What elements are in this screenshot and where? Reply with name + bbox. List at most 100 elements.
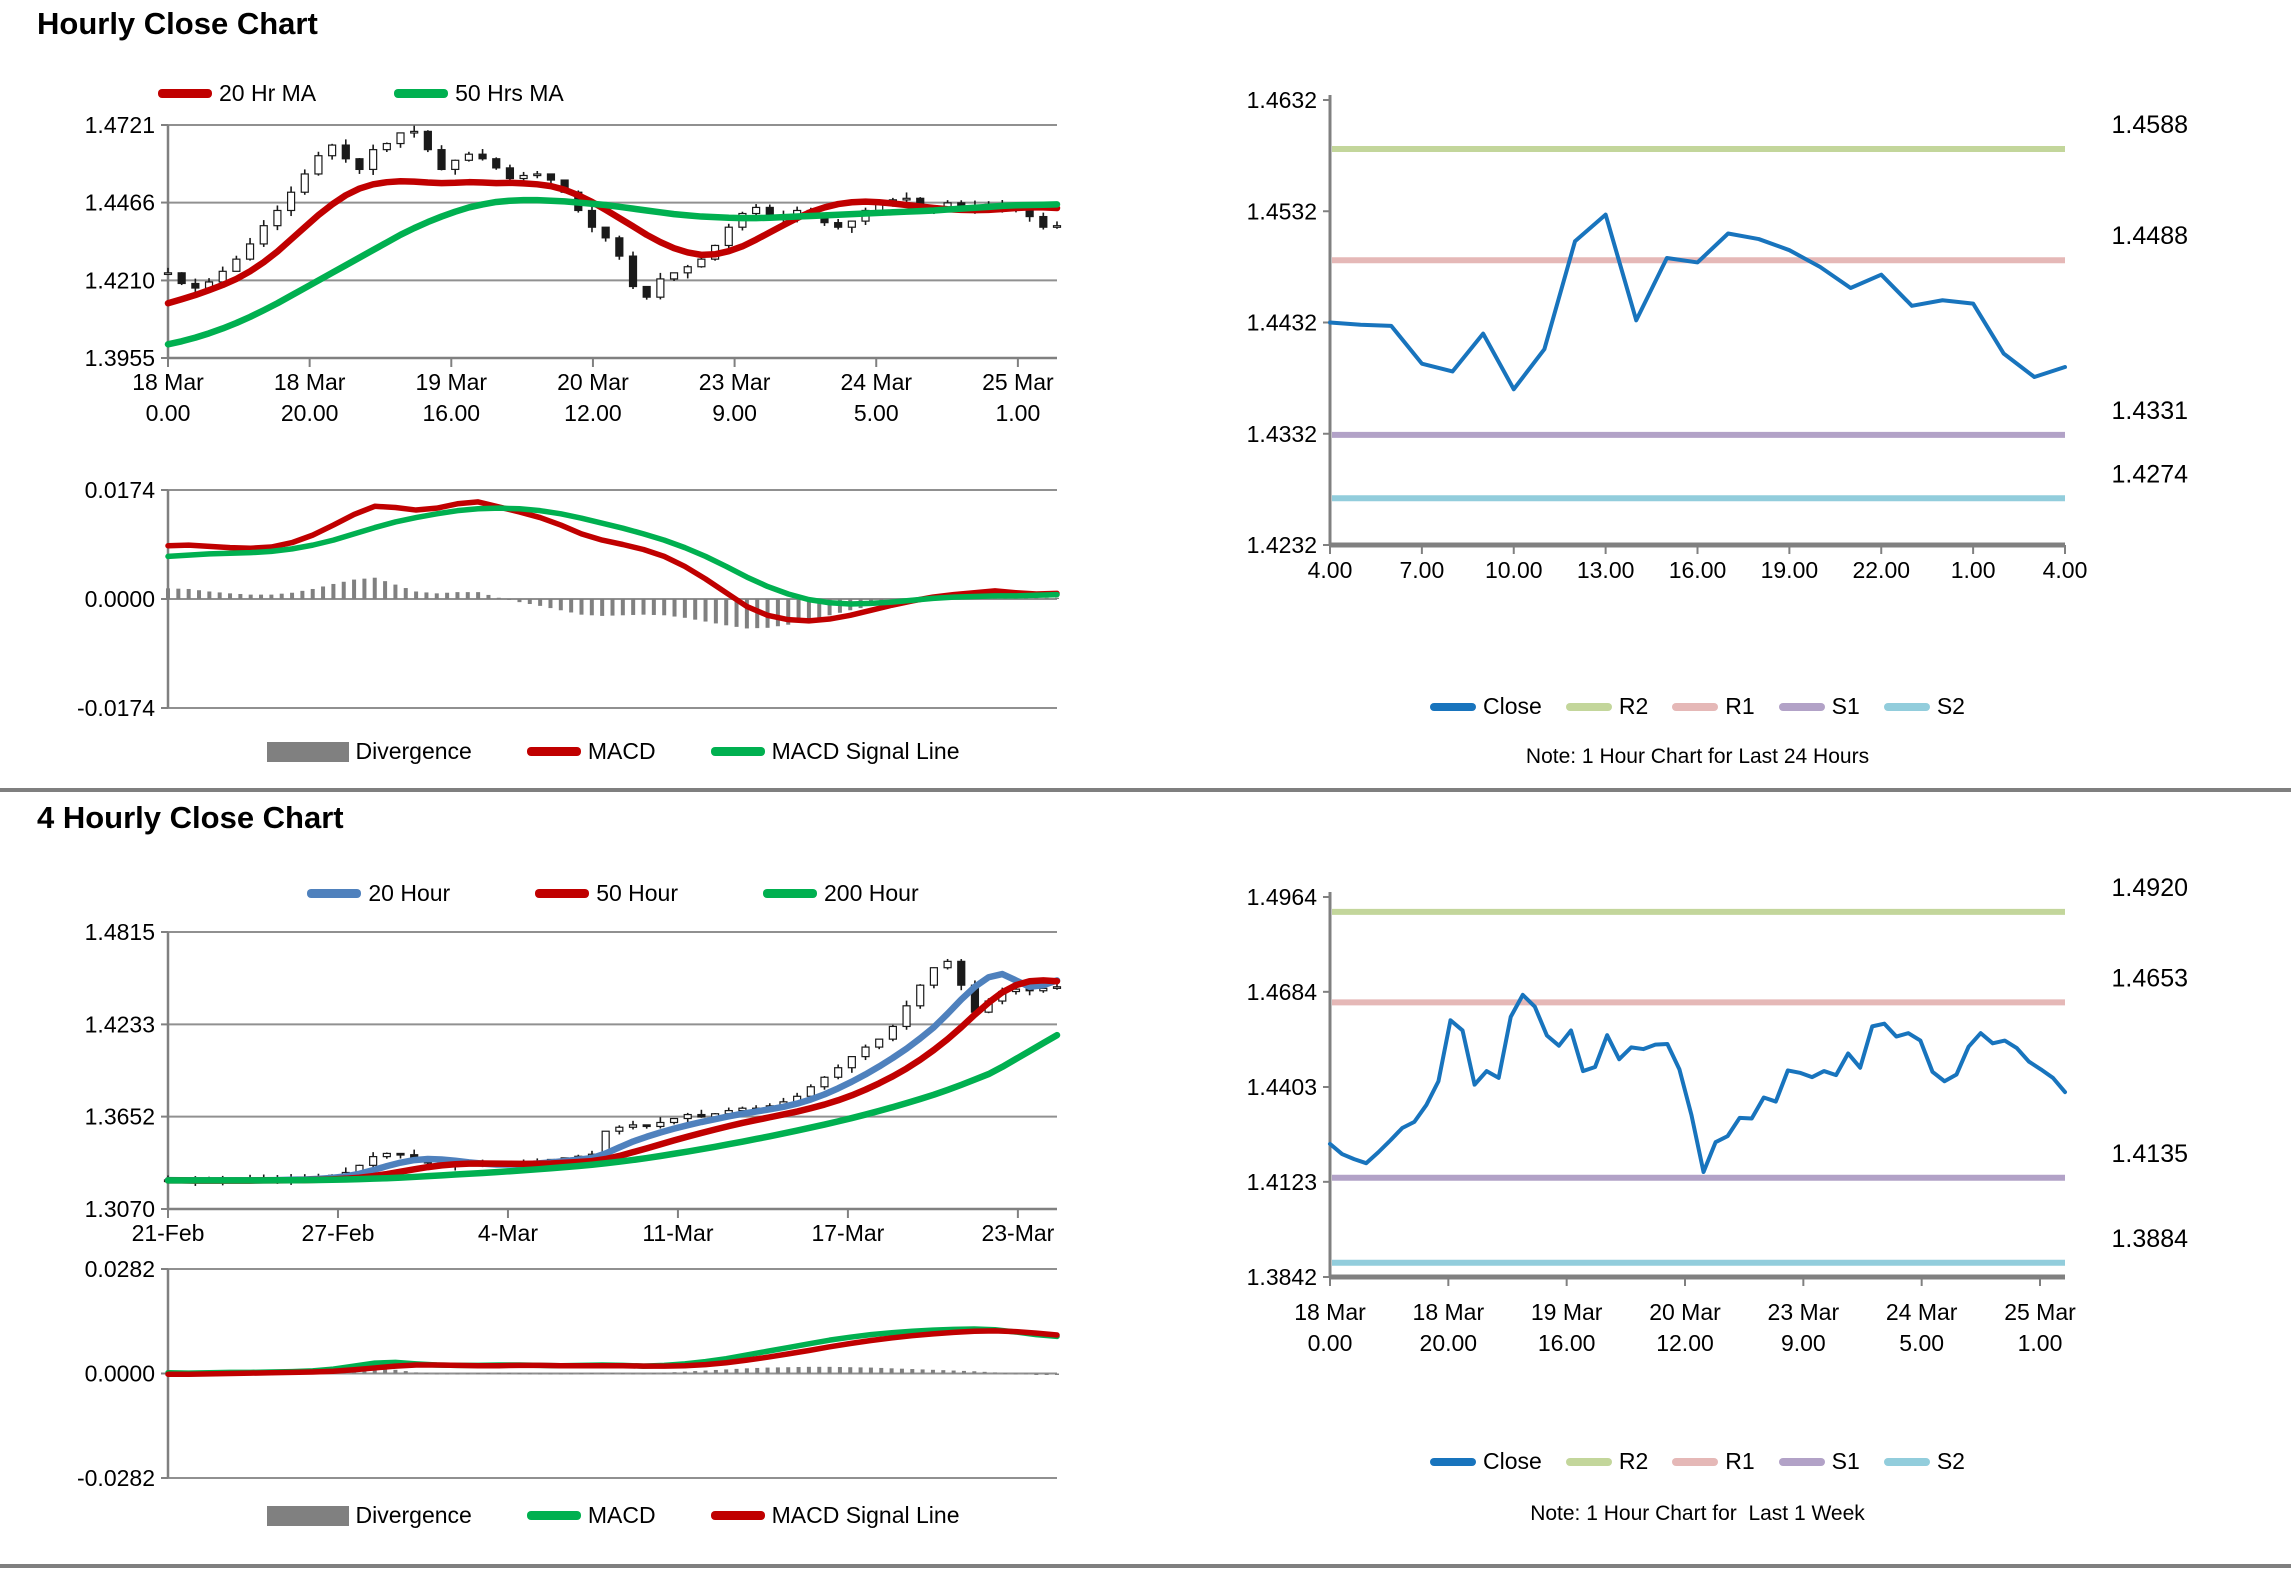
x-tick-label: 24 Mar [840, 369, 912, 395]
x-axis-labels: 21-Feb 27-Feb 4-Mar 11-Mar 17-Mar 23-Mar [132, 1209, 1055, 1246]
x-tick-label: 22.00 [1852, 557, 1910, 583]
y-tick-label: 1.4232 [1247, 532, 1317, 558]
x-tick-label: 12.00 [1656, 1330, 1714, 1356]
legend-swatch-icon [1883, 1457, 1930, 1466]
legend-label: R2 [1618, 693, 1649, 719]
legend-item-divergence: Divergence [266, 738, 472, 765]
y-tick-label: 1.3070 [85, 1196, 155, 1222]
x-tick-label: 21-Feb [132, 1220, 205, 1246]
y-axis-labels: 1.4815 1.4233 1.3652 1.3070 [85, 919, 1057, 1222]
x-tick-label: 18 Mar [132, 369, 204, 395]
hourly-pivot-chart: 1.4632 1.4532 1.4432 1.4332 1.4232 4.00 7.00 10… [1180, 60, 2290, 695]
legend-swatch-icon [535, 889, 590, 898]
legend-swatch-icon [266, 1505, 349, 1526]
four-hourly-pivot-legend: Close R2 R1 S1 S2 [1330, 1448, 2065, 1475]
macd-signal-line [165, 1328, 1060, 1377]
four-hourly-pivot-note: Note: 1 Hour Chart for Last 1 Week [1530, 1502, 1865, 1525]
hourly-pivot-note: Note: 1 Hour Chart for Last 24 Hours [1525, 745, 1870, 768]
x-tick-label: 25 Mar [982, 369, 1054, 395]
x-tick-label: 16.00 [423, 400, 481, 426]
four-hourly-macd-chart: 0.0282 0.0000 -0.0282 [60, 1252, 1075, 1497]
x-tick-label: 23-Mar [981, 1220, 1054, 1246]
legend-item-close: Close [1430, 1448, 1542, 1475]
hourly-macd-plot: 0.0174 0.0000 -0.0174 [77, 477, 1060, 721]
y-tick-label: 1.3955 [85, 345, 155, 371]
x-tick-label: 13.00 [1577, 557, 1635, 583]
x-tick-label: 18 Mar [1413, 1299, 1485, 1325]
x-tick-label: 20.00 [1420, 1330, 1478, 1356]
x-tick-label: 4.00 [1308, 557, 1353, 583]
x-tick-label: 19.00 [1761, 557, 1819, 583]
hourly-section-title: Hourly Close Chart [37, 6, 318, 41]
legend-swatch-icon [1565, 702, 1612, 711]
level-label-s2: 1.4274 [2112, 460, 2189, 488]
legend-item-s1: S1 [1778, 1448, 1860, 1475]
x-axis-labels: 18 Mar 0.00 18 Mar 20.00 19 Mar 16.00 20 Mar 12… [132, 358, 1054, 426]
legend-label: R1 [1725, 1448, 1755, 1474]
x-tick-label: 4.00 [2043, 557, 2088, 583]
level-label-s1: 1.4135 [2112, 1140, 2188, 1168]
y-tick-label: 1.4532 [1247, 198, 1317, 224]
macd-signal-line [165, 505, 1060, 607]
four-hourly-price-chart: 1.4815 1.4233 1.3652 1.3070 21-Feb 27-Feb 4-Ma… [60, 905, 1075, 1262]
level-label-s2: 1.3884 [2112, 1225, 2189, 1253]
x-tick-label: 16.00 [1669, 557, 1727, 583]
legend-swatch-icon [526, 1511, 581, 1520]
legend-label: 20 Hr MA [219, 80, 317, 106]
x-tick-label: 0.00 [1308, 1330, 1353, 1356]
four-hourly-section-title: 4 Hourly Close Chart [37, 800, 344, 835]
legend-label: MACD Signal Line [771, 1502, 960, 1528]
x-tick-label: 5.00 [854, 400, 899, 426]
x-tick-label: 18 Mar [274, 369, 346, 395]
x-tick-label: 4-Mar [478, 1220, 538, 1246]
y-axis-labels: 1.4632 1.4532 1.4432 1.4332 1.4232 [1247, 87, 1330, 558]
hourly-macd-chart: 0.0174 0.0000 -0.0174 [60, 462, 1075, 735]
hourly-macd-legend: Divergence MACD MACD Signal Line [168, 738, 1058, 765]
legend-label: 50 Hour [596, 880, 679, 906]
x-tick-label: 9.00 [1781, 1330, 1826, 1356]
legend-item-r1: R1 [1672, 1448, 1755, 1475]
legend-label: S1 [1831, 693, 1860, 719]
x-tick-label: 27-Feb [302, 1220, 375, 1246]
level-label-r1: 1.4488 [2112, 222, 2188, 250]
series-20-hr-ma [164, 178, 1061, 307]
series-50-hrs-ma [164, 196, 1061, 348]
four-hourly-price-legend: 20 Hour 50 Hour 200 Hour [168, 880, 1058, 907]
legend-item-macd: MACD [526, 738, 656, 765]
legend-swatch-icon [526, 747, 581, 756]
section-divider [0, 788, 2291, 792]
y-tick-label: 1.4721 [85, 115, 155, 138]
fourhourly-pivot-plot: 1.4964 1.4684 1.4403 1.4123 1.3842 18 Mar 0.00… [1247, 874, 2189, 1356]
close-line [1328, 992, 2067, 1175]
legend-swatch-icon [1672, 1457, 1719, 1466]
legend-item-divergence: Divergence [266, 1502, 472, 1529]
x-tick-label: 5.00 [1899, 1330, 1944, 1356]
y-axis-labels: 1.4721 1.4466 1.4210 1.3955 [85, 112, 1057, 371]
close-line [1328, 212, 2067, 392]
legend-swatch-icon [1430, 702, 1477, 711]
legend-swatch-icon [1672, 702, 1719, 711]
legend-label: 200 Hour [824, 880, 919, 906]
legend-item-r2: R2 [1565, 693, 1649, 720]
legend-item-20-hour: 20 Hour [307, 880, 450, 907]
pivot-level-lines [1332, 908, 2065, 1266]
y-tick-label: 1.4684 [1247, 979, 1318, 1005]
legend-label: Close [1483, 693, 1542, 719]
legend-swatch-icon [1778, 702, 1825, 711]
x-tick-label: 18 Mar [1294, 1299, 1366, 1325]
x-tick-label: 20 Mar [1649, 1299, 1721, 1325]
hourly-price-legend: 20 Hr MA 50 Hrs MA [158, 80, 564, 107]
x-tick-label: 7.00 [1399, 557, 1444, 583]
legend-swatch-icon [394, 89, 449, 98]
legend-label: Close [1483, 1448, 1542, 1474]
y-tick-label: 1.4632 [1247, 87, 1317, 113]
legend-swatch-icon [266, 741, 349, 762]
legend-label: Divergence [355, 738, 472, 764]
hourly-price-chart: 1.4721 1.4466 1.4210 1.3955 18 Mar 0.00 18 Mar… [60, 112, 1075, 472]
x-tick-label: 12.00 [564, 400, 622, 426]
y-tick-label: 1.3652 [85, 1104, 155, 1130]
